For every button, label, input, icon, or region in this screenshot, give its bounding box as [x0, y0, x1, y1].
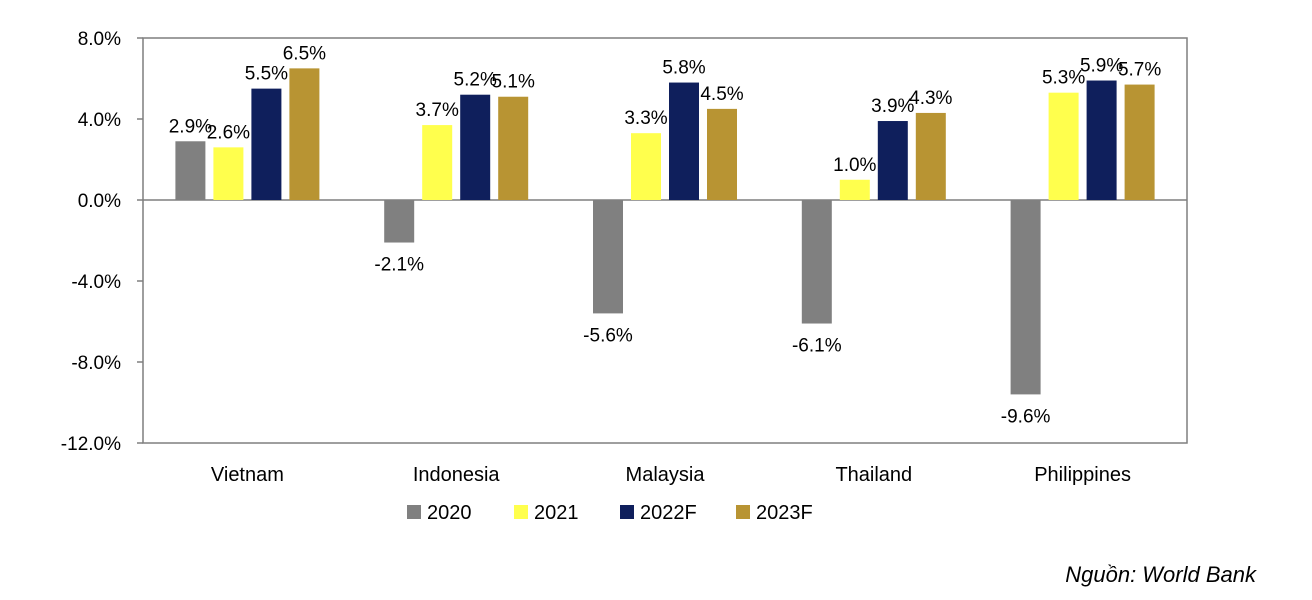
data-label: 4.3%: [909, 88, 952, 109]
y-tick-label: -12.0%: [61, 434, 121, 455]
y-tick-label: -8.0%: [71, 353, 121, 374]
bar-2023F-indonesia: [498, 96, 529, 200]
bar-2022F-indonesia: [460, 94, 491, 200]
data-label: 3.3%: [624, 108, 667, 129]
bar-2022F-vietnam: [251, 88, 282, 200]
data-label: -5.6%: [583, 325, 633, 346]
y-tick-label: 0.0%: [78, 191, 121, 212]
y-tick-label: -4.0%: [71, 272, 121, 293]
data-label: 5.5%: [245, 64, 288, 85]
data-label: 5.9%: [1080, 56, 1123, 77]
bar-2023F-malaysia: [707, 108, 737, 200]
legend-label-2020: 2020: [427, 502, 472, 524]
data-label: 1.0%: [833, 155, 876, 176]
category-label: Indonesia: [413, 464, 501, 486]
category-label: Philippines: [1034, 464, 1131, 486]
bar-2021-indonesia: [422, 125, 453, 200]
bar-2021-thailand: [839, 179, 870, 200]
y-tick-label: 4.0%: [78, 110, 121, 131]
bar-2020-malaysia: [593, 200, 623, 314]
bar-2022F-philippines: [1086, 80, 1117, 200]
bar-2022F-thailand: [877, 121, 908, 200]
legend-label-2022F: 2022F: [640, 502, 697, 524]
legend-swatch-2022F: [620, 505, 634, 519]
bar-2023F-philippines: [1124, 84, 1155, 200]
data-label: 5.3%: [1042, 68, 1085, 89]
legend-swatch-2021: [514, 505, 528, 519]
bar-2020-philippines: [1010, 200, 1041, 395]
bar-2021-vietnam: [213, 147, 244, 200]
data-label: 3.7%: [416, 100, 459, 121]
data-label: 3.9%: [871, 96, 914, 117]
bar-2023F-thailand: [915, 112, 946, 200]
legend-swatch-2020: [407, 505, 421, 519]
data-label: 5.2%: [454, 70, 497, 91]
legend-label-2023F: 2023F: [756, 502, 813, 524]
data-label: 2.9%: [169, 116, 212, 137]
legend-label-2021: 2021: [534, 502, 579, 524]
category-label: Malaysia: [626, 464, 706, 486]
category-label: Thailand: [835, 464, 912, 486]
data-label: -2.1%: [374, 255, 424, 276]
data-label: -6.1%: [792, 336, 842, 357]
bar-2020-vietnam: [175, 141, 206, 200]
bar-2020-thailand: [801, 200, 832, 324]
bar-2020-indonesia: [384, 200, 415, 243]
data-label: 5.7%: [1118, 60, 1161, 81]
data-label: 2.6%: [207, 122, 250, 143]
legend-swatch-2023F: [736, 505, 750, 519]
bar-2021-philippines: [1048, 92, 1079, 200]
source-note: Nguồn: World Bank: [1065, 562, 1256, 587]
data-label: -9.6%: [1001, 406, 1051, 427]
data-label: 5.8%: [662, 58, 705, 79]
data-label: 6.5%: [283, 43, 326, 64]
plot-area-border: [142, 37, 1188, 444]
data-label: 4.5%: [700, 84, 743, 105]
data-label: 5.1%: [492, 72, 535, 93]
y-tick-label: 8.0%: [78, 29, 121, 50]
category-label: Vietnam: [211, 464, 284, 486]
bar-2022F-malaysia: [669, 82, 699, 200]
bar-2021-malaysia: [631, 133, 661, 200]
bar-2023F-vietnam: [289, 68, 320, 200]
